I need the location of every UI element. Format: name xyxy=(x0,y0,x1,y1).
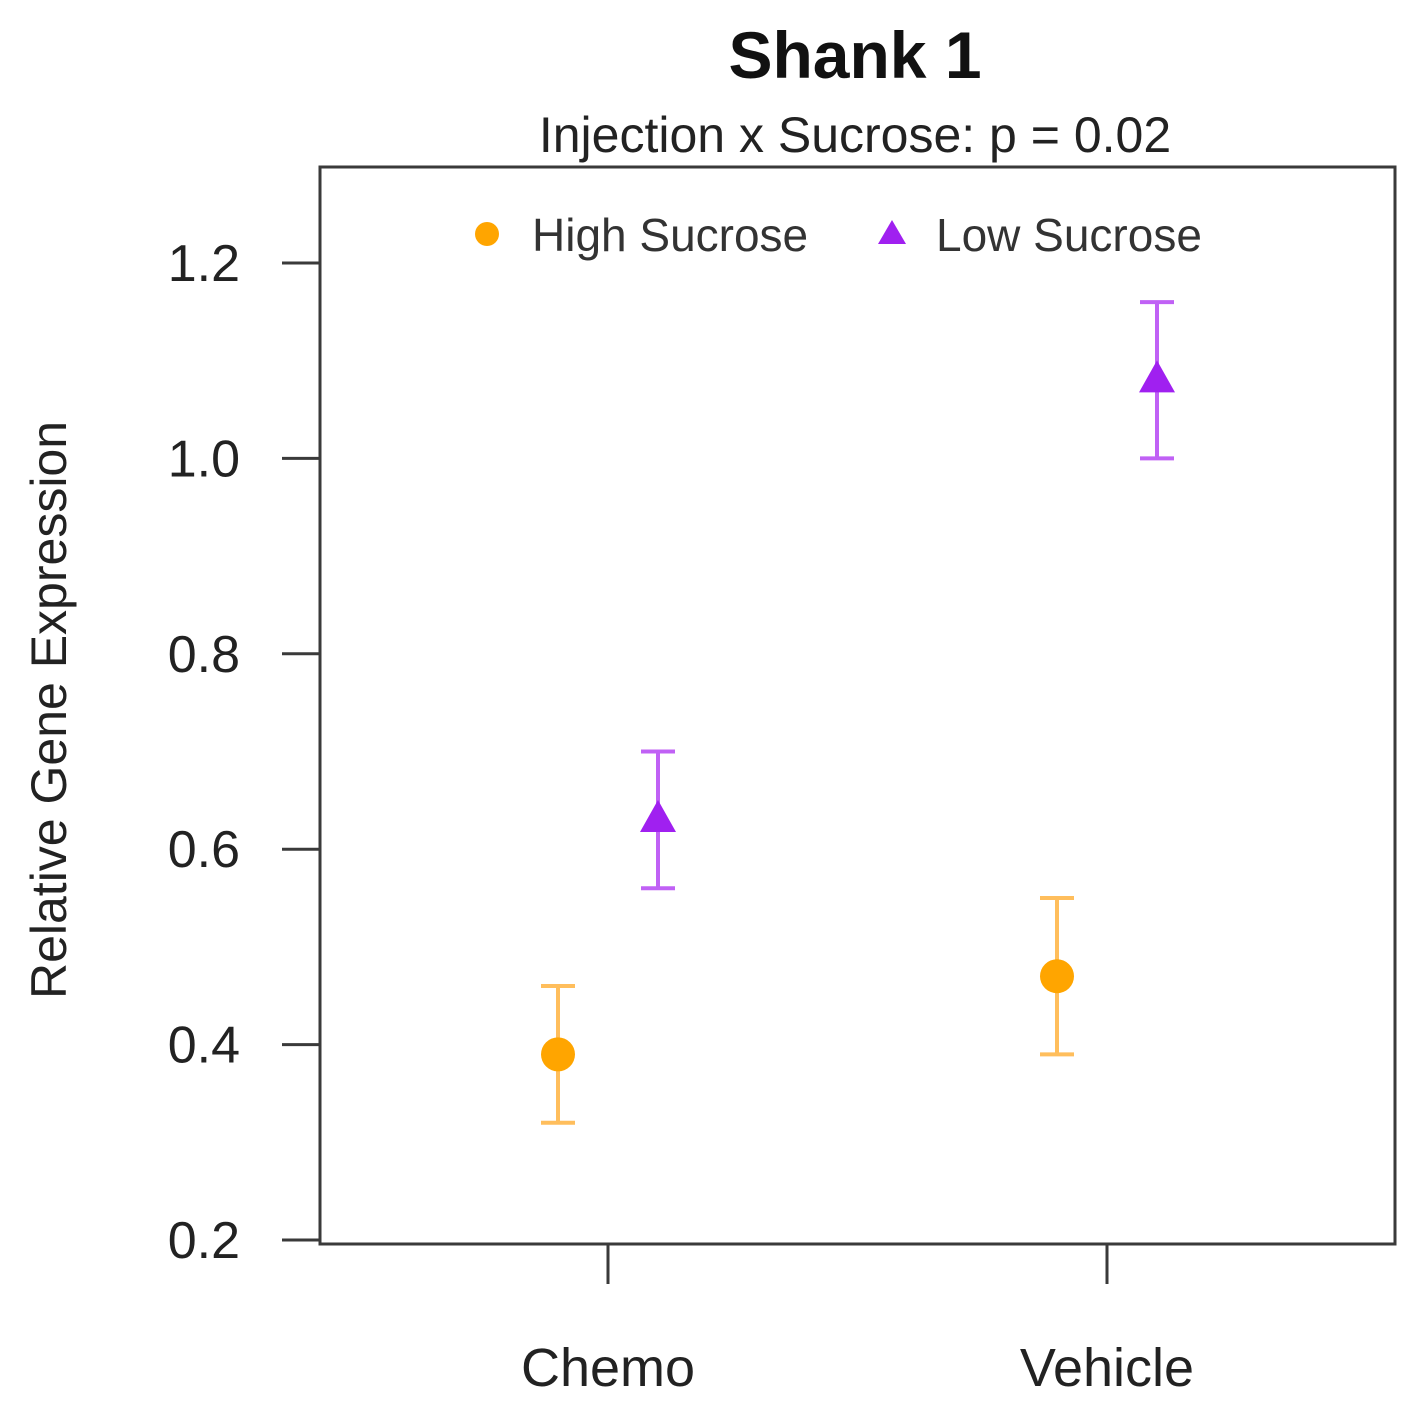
x-axis: Chemo Vehicle xyxy=(521,1244,1194,1398)
legend-marker-triangle xyxy=(878,220,906,244)
point-low-sucrose-vehicle xyxy=(1139,360,1175,393)
legend-label-high-sucrose: High Sucrose xyxy=(532,209,808,261)
x-tick-label-chemo: Chemo xyxy=(521,1338,695,1398)
chart-subtitle: Injection x Sucrose: p = 0.02 xyxy=(539,107,1171,163)
legend: High Sucrose Low Sucrose xyxy=(475,209,1202,261)
y-axis-label: Relative Gene Expression xyxy=(21,421,77,999)
point-high-sucrose-chemo xyxy=(541,1037,575,1072)
y-tick-label: 0.4 xyxy=(168,1017,240,1075)
chart-title: Shank 1 xyxy=(728,18,981,92)
y-tick-label: 0.8 xyxy=(168,626,240,684)
y-tick-label: 0.2 xyxy=(168,1212,240,1270)
point-high-sucrose-vehicle xyxy=(1040,959,1074,994)
legend-label-low-sucrose: Low Sucrose xyxy=(936,209,1202,261)
x-tick-label-vehicle: Vehicle xyxy=(1020,1338,1194,1398)
y-tick-label: 1.0 xyxy=(168,430,240,488)
y-tick-label: 1.2 xyxy=(168,235,240,293)
plot-frame xyxy=(318,165,1397,1246)
legend-marker-circle xyxy=(475,222,499,246)
point-low-sucrose-chemo xyxy=(640,800,676,833)
data-marks xyxy=(541,300,1175,1125)
y-axis: 0.2 0.4 0.6 0.8 1.0 1.2 xyxy=(168,235,320,1270)
y-tick-label: 0.6 xyxy=(168,821,240,879)
